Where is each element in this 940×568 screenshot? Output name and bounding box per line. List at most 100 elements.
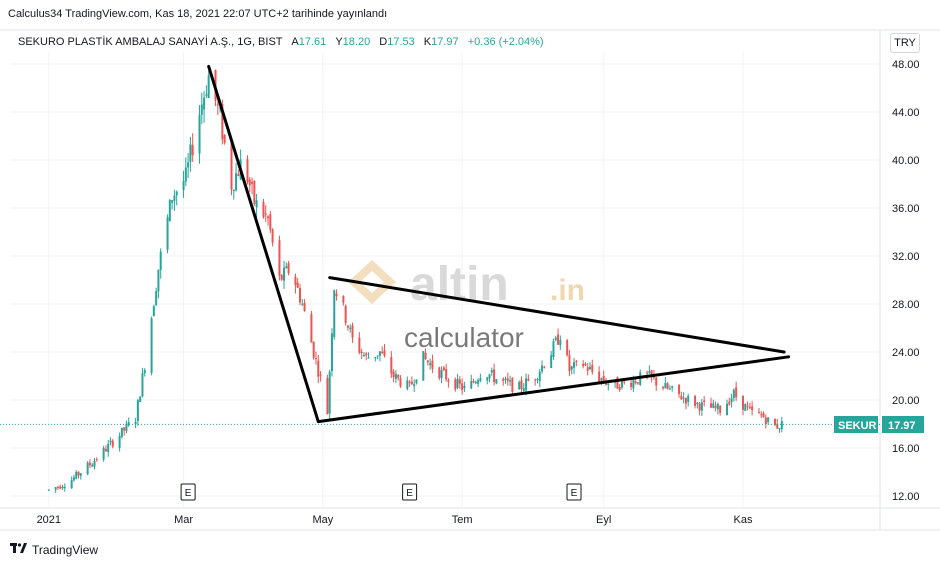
candle (543, 365, 546, 369)
candle (586, 362, 589, 376)
candle (301, 298, 304, 307)
candle-body (299, 287, 301, 303)
open-value: 17.61 (298, 36, 327, 48)
candle (374, 357, 377, 362)
candle-body (570, 366, 573, 370)
candle (283, 260, 286, 289)
candle (191, 133, 194, 163)
event-marker-box (566, 483, 582, 501)
candle (168, 199, 171, 222)
candle (63, 483, 66, 492)
candle-body (680, 395, 683, 400)
candle-body (63, 486, 66, 489)
y-tick-label: 12.00 (892, 491, 920, 503)
candle-body (509, 380, 512, 382)
grid-lines (0, 29, 940, 531)
candle (582, 360, 585, 369)
candle (762, 411, 765, 418)
candle-body (205, 94, 208, 96)
candle-body (150, 318, 153, 374)
candle-body (440, 370, 443, 379)
candle-body (541, 365, 544, 372)
candle (397, 374, 400, 381)
candle (367, 352, 370, 359)
x-tick-label: Mar (174, 514, 193, 526)
candle-body (591, 364, 594, 372)
candle-body (655, 377, 658, 386)
event-marker-box (402, 483, 418, 501)
candle (719, 405, 722, 416)
candle (509, 375, 512, 387)
currency-button[interactable]: TRY (890, 33, 920, 53)
candle (383, 344, 386, 358)
candle-body (360, 351, 363, 353)
candle-body (632, 379, 635, 389)
candle (620, 379, 623, 390)
candle-body (207, 75, 210, 98)
candle-body (230, 142, 233, 190)
candle-body (344, 305, 347, 324)
candle (75, 470, 78, 480)
candle (390, 351, 393, 379)
candle-body (413, 384, 416, 387)
close-value: 17.97 (431, 36, 459, 48)
candle-body (490, 370, 493, 373)
low-value: 17.53 (387, 36, 415, 48)
footer-brand[interactable]: TradingView (10, 542, 98, 557)
candle-body (319, 374, 322, 376)
candle-body (780, 421, 783, 430)
candle-body (648, 371, 651, 374)
candle (422, 351, 425, 381)
candle-body (684, 398, 687, 404)
candle (155, 287, 158, 307)
candle (189, 136, 192, 172)
candle-body (527, 378, 530, 381)
candle-body (650, 370, 653, 377)
candle (730, 393, 733, 408)
candle (127, 417, 130, 427)
candle (362, 352, 365, 357)
candle (527, 374, 530, 382)
candle-body (91, 464, 94, 467)
candle (680, 391, 683, 400)
candle (269, 210, 272, 234)
candle (456, 373, 459, 390)
candle-body (248, 179, 251, 186)
candle-body (70, 480, 73, 489)
candle (684, 397, 687, 410)
candle (470, 374, 473, 390)
low-label: D (379, 36, 388, 48)
candle (744, 403, 747, 412)
candle (120, 427, 123, 439)
candle (518, 380, 521, 390)
candle (566, 339, 569, 357)
candle-body (392, 371, 395, 378)
y-tick-label: 40.00 (892, 155, 920, 167)
candle-body (554, 337, 557, 341)
candle (72, 474, 75, 482)
candle (330, 328, 333, 377)
candle (618, 384, 621, 392)
y-tick-label: 20.00 (892, 395, 920, 407)
candle (634, 379, 637, 385)
candle-body (646, 372, 649, 374)
event-marker-box (180, 483, 196, 501)
candle (477, 378, 480, 388)
candle (573, 358, 576, 375)
candle (728, 397, 731, 406)
candle-body (573, 362, 576, 368)
candle (287, 260, 290, 276)
candle-body (365, 353, 368, 356)
watermark-suffix: .in (550, 274, 585, 307)
candle (251, 177, 254, 195)
candle (698, 401, 701, 416)
candle-body (104, 448, 107, 452)
candle-body (168, 199, 171, 221)
candle (732, 388, 735, 402)
candle-body (362, 355, 365, 357)
candle (440, 366, 443, 384)
candle-body (235, 173, 238, 191)
candle-body (550, 355, 553, 369)
trendlines (207, 64, 791, 424)
